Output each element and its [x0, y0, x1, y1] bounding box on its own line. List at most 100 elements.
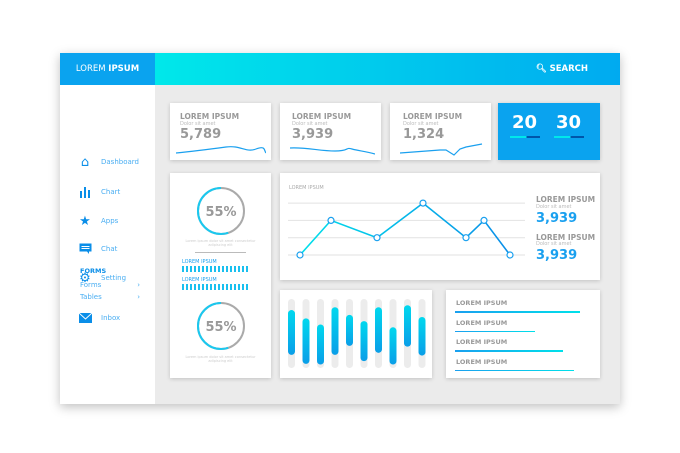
kpi-value: 30	[556, 112, 582, 133]
sparkline	[176, 146, 266, 154]
sidebar-item-label: Setting	[101, 274, 127, 282]
data-point	[327, 216, 335, 225]
sidebar-item-label: Apps	[101, 217, 119, 225]
header-bar: 🔍︎ SEARCH	[155, 53, 620, 85]
stat-title: LOREM IPSUM	[536, 233, 596, 242]
gauge-fill	[197, 302, 245, 350]
data-point	[506, 251, 514, 259]
sparkline	[290, 147, 375, 155]
blue-kpi-card: 20 30	[498, 103, 600, 160]
bar-label: LOREM IPSUM	[182, 277, 217, 283]
data-point	[296, 251, 304, 259]
list-item-label: LOREM IPSUM	[456, 318, 508, 327]
sidebar-item-chat[interactable]: Chat	[78, 242, 117, 256]
gauge-label: 55%	[205, 320, 236, 335]
kpi-bar	[510, 136, 540, 138]
stat-card: LOREM IPSUM Dolor sit amet 5,789	[170, 103, 271, 160]
brand-logo: LOREM IPSUM	[60, 53, 155, 85]
list-item-bar	[455, 369, 574, 371]
bar	[418, 316, 426, 356]
list-item-label: LOREM IPSUM	[456, 338, 508, 346]
progress-card: 55% Lorem ipsum dolor sit amet consectet…	[170, 173, 271, 378]
chat-icon	[78, 242, 92, 256]
sidebar-item-label: Dashboard	[101, 158, 139, 166]
search-label: SEARCH	[549, 64, 588, 74]
list-item-bar	[455, 350, 563, 352]
data-point	[419, 199, 427, 207]
progress-list-card: LOREM IPSUM LOREM IPSUM LOREM IPSUM LOREM I…	[446, 290, 600, 378]
sidebar-item-apps[interactable]: ★ Apps	[78, 213, 119, 229]
sidebar-item-chart[interactable]: Chart	[78, 185, 120, 199]
stat-value: 3,939	[536, 248, 578, 263]
search-button[interactable]: 🔍︎ SEARCH	[536, 53, 588, 85]
stat-title: LOREM IPSUM	[292, 112, 352, 121]
subitem-label: Tables	[80, 293, 102, 301]
stat-subtitle: Dolor sit amet	[536, 241, 572, 247]
sidebar-item-inbox[interactable]: Inbox	[78, 311, 120, 325]
gauge-caption: Lorem ipsum dolor sit amet consectetur a…	[185, 355, 256, 363]
range-bar-chart	[288, 299, 426, 368]
stat-title: LOREM IPSUM	[403, 112, 463, 121]
range-bar-card	[280, 290, 432, 378]
bar	[317, 324, 324, 365]
brand-light: LOREM	[75, 64, 109, 74]
kpi-bar	[554, 136, 584, 138]
bar	[288, 310, 295, 355]
bar-chart-icon	[78, 185, 92, 199]
stat-value: 3,939	[536, 211, 578, 226]
segmented-bar	[182, 284, 248, 290]
list-item-bar	[455, 311, 580, 313]
bar-label: LOREM IPSUM	[182, 259, 217, 265]
gauge: 55%	[196, 301, 246, 355]
gauge-label: 55%	[205, 205, 236, 220]
list-item-bar	[455, 330, 535, 332]
gear-icon: ⚙︎	[79, 270, 91, 286]
data-point	[373, 234, 381, 242]
stat-subtitle: Dolor sit amet	[292, 121, 328, 127]
bar	[404, 305, 411, 347]
bar	[302, 318, 310, 364]
stat-title: LOREM IPSUM	[536, 195, 596, 204]
stat-value: 3,939	[292, 127, 334, 142]
stat-value: 1,324	[403, 127, 445, 142]
gauge-caption: Lorem ipsum dolor sit amet consectetur a…	[185, 239, 256, 247]
forms-section-heading: FORMS	[80, 267, 107, 275]
bar	[331, 307, 339, 355]
stat-card: LOREM IPSUM Dolor sit amet 1,324	[390, 103, 491, 160]
stat-subtitle: Dolor sit amet	[180, 121, 216, 127]
stat-value: 5,789	[180, 127, 222, 142]
sidebar-subitem-forms[interactable]: Forms ›	[80, 281, 140, 289]
bar	[389, 327, 397, 365]
sparkline	[400, 143, 483, 156]
sidebar-item-label: Chat	[101, 245, 118, 253]
bar	[360, 321, 368, 362]
kpi-value: 20	[512, 112, 538, 133]
divider	[195, 252, 246, 253]
list-item-label: LOREM IPSUM	[456, 299, 508, 307]
gauge-fill	[197, 187, 245, 235]
sidebar-item-setting[interactable]: ⚙︎ Setting	[78, 270, 127, 286]
list-item-label: LOREM IPSUM	[456, 357, 508, 366]
bar	[375, 307, 382, 353]
mail-icon	[78, 311, 92, 325]
data-point	[480, 216, 488, 225]
search-icon: 🔍︎	[535, 64, 547, 74]
stat-subtitle: Dolor sit amet	[536, 204, 572, 210]
bar	[346, 314, 353, 346]
brand-bold: IPSUM	[108, 64, 140, 74]
sidebar-subitem-tables[interactable]: Tables ›	[80, 293, 140, 301]
line-series	[299, 202, 511, 256]
segmented-bar	[182, 266, 248, 272]
line-chart	[288, 199, 525, 259]
stat-title: LOREM IPSUM	[180, 112, 240, 121]
data-point	[462, 234, 470, 242]
star-icon: ★	[79, 213, 91, 229]
sidebar-item-dashboard[interactable]: ⌂ Dashboard	[78, 155, 139, 170]
sidebar-item-label: Inbox	[101, 314, 121, 322]
chart-title: LOREM IPSUM	[289, 185, 324, 191]
stat-subtitle: Dolor sit amet	[403, 121, 439, 127]
gauge: 55%	[196, 186, 246, 240]
sidebar-item-label: Chart	[101, 188, 121, 196]
stat-card: LOREM IPSUM Dolor sit amet 3,939	[280, 103, 381, 160]
chevron-right-icon: ›	[137, 281, 140, 289]
